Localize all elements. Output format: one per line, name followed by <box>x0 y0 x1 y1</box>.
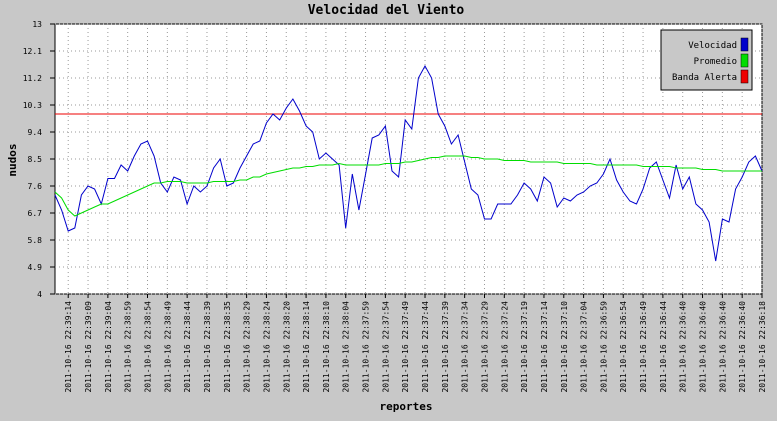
legend-label: Promedio <box>694 57 737 67</box>
y-tick-label: 13 <box>32 20 42 29</box>
y-tick-label: 4.9 <box>28 263 43 272</box>
x-tick-label: 2011-10-16 22:36:40 <box>699 301 708 393</box>
x-tick-label: 2011-10-16 22:37:14 <box>540 301 549 393</box>
y-tick-label: 11.2 <box>23 74 42 83</box>
x-tick-label: 2011-10-16 22:37:19 <box>520 301 529 393</box>
x-tick-label: 2011-10-16 22:38:59 <box>124 301 133 393</box>
legend-swatch <box>740 53 749 68</box>
y-tick-label: 6.7 <box>28 209 43 218</box>
x-tick-label: 2011-10-16 22:36:44 <box>659 301 668 393</box>
y-tick-label: 10.3 <box>23 101 42 110</box>
x-tick-label: 2011-10-16 22:36:40 <box>738 301 747 393</box>
x-tick-label: 2011-10-16 22:36:59 <box>599 301 608 393</box>
legend-box <box>660 29 753 91</box>
y-tick-label: 4 <box>37 290 42 299</box>
x-tick-label: 2011-10-16 22:38:54 <box>144 301 153 393</box>
y-tick-label: 7.6 <box>28 182 43 191</box>
legend-label: Velocidad <box>688 41 737 51</box>
x-tick-label: 2011-10-16 22:39:14 <box>64 301 73 393</box>
y-tick-label: 9.4 <box>28 128 43 137</box>
x-tick-label: 2011-10-16 22:38:44 <box>183 301 192 393</box>
x-tick-label: 2011-10-16 22:37:24 <box>500 301 509 393</box>
y-tick-label: 5.8 <box>28 236 43 245</box>
x-tick-label: 2011-10-16 22:36:40 <box>679 301 688 393</box>
x-tick-label: 2011-10-16 22:37:49 <box>401 301 410 393</box>
x-tick-label: 2011-10-16 22:39:04 <box>104 301 113 393</box>
x-tick-label: 2011-10-16 22:38:04 <box>342 301 351 393</box>
x-tick-label: 2011-10-16 22:37:29 <box>480 301 489 393</box>
x-tick-label: 2011-10-16 22:37:10 <box>560 301 569 393</box>
x-tick-label: 2011-10-16 22:36:18 <box>758 301 767 393</box>
x-tick-label: 2011-10-16 22:38:14 <box>302 301 311 393</box>
x-tick-label: 2011-10-16 22:38:49 <box>163 301 172 393</box>
x-tick-label: 2011-10-16 22:38:10 <box>322 301 331 393</box>
x-tick-label: 2011-10-16 22:38:20 <box>282 301 291 393</box>
chart-title: Velocidad del Viento <box>308 3 465 18</box>
x-tick-label: 2011-10-16 22:37:04 <box>580 301 589 393</box>
plot-area <box>54 23 763 295</box>
y-tick-label: 12.1 <box>23 47 42 56</box>
x-tick-label: 2011-10-16 22:37:34 <box>461 301 470 393</box>
legend-swatch <box>740 37 749 52</box>
series-line <box>54 64 763 262</box>
x-tick-label: 2011-10-16 22:37:59 <box>362 301 371 393</box>
x-tick-label: 2011-10-16 22:36:40 <box>718 301 727 393</box>
x-tick-label: 2011-10-16 22:38:24 <box>262 301 271 393</box>
x-tick-label: 2011-10-16 22:38:35 <box>223 301 232 393</box>
y-tick-label: 8.5 <box>28 155 43 164</box>
legend-label: Banda Alerta <box>672 73 737 83</box>
x-tick-label: 2011-10-16 22:39:09 <box>84 301 93 393</box>
x-axis-label: reportes <box>380 400 433 413</box>
x-tick-label: 2011-10-16 22:37:44 <box>421 301 430 393</box>
x-tick-label: 2011-10-16 22:38:29 <box>243 301 252 393</box>
series-line <box>54 155 762 217</box>
x-tick-label: 2011-10-16 22:36:54 <box>619 301 628 393</box>
x-tick-label: 2011-10-16 22:37:39 <box>441 301 450 393</box>
y-axis-label: nudos <box>6 143 19 176</box>
x-tick-label: 2011-10-16 22:36:49 <box>639 301 648 393</box>
legend-swatch <box>740 69 749 84</box>
x-tick-label: 2011-10-16 22:38:39 <box>203 301 212 393</box>
x-tick-label: 2011-10-16 22:37:54 <box>381 301 390 393</box>
